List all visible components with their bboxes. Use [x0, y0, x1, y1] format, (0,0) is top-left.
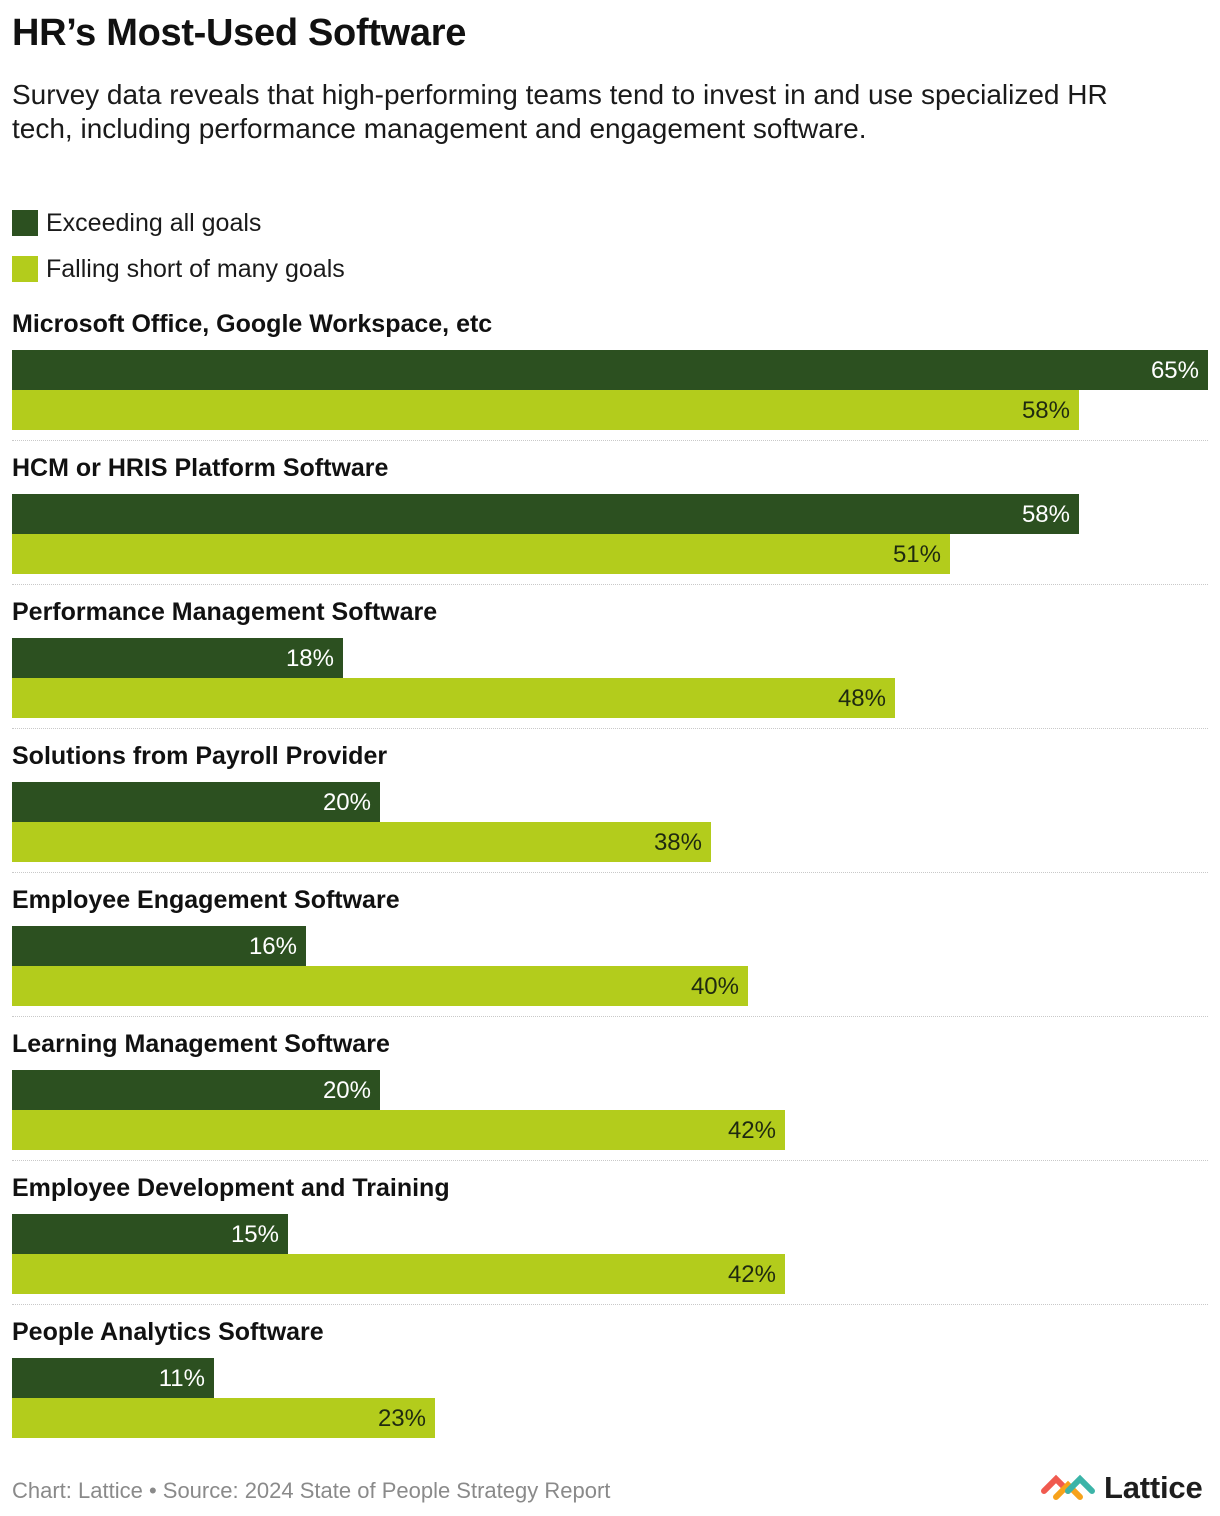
bar-exceeding: 16%: [12, 926, 306, 966]
legend-item-falling-short: Falling short of many goals: [12, 246, 345, 292]
group-divider: [12, 1016, 1208, 1017]
bar-value-label: 18%: [285, 645, 334, 672]
category-label: Microsoft Office, Google Workspace, etc: [12, 310, 493, 338]
bar-exceeding: 20%: [12, 1070, 380, 1110]
category-label: Learning Management Software: [12, 1030, 390, 1058]
category-label: Employee Development and Training: [12, 1174, 450, 1202]
category-label: Performance Management Software: [12, 598, 438, 626]
bar-value-label: 20%: [322, 789, 371, 816]
bar-falling-short: 48%: [12, 678, 895, 718]
bar-value-label: 48%: [837, 685, 886, 712]
bar-value-label: 58%: [1021, 397, 1070, 424]
category-group: People Analytics Software 11% 23%: [12, 1308, 1208, 1452]
bar-value-label: 15%: [230, 1221, 279, 1248]
legend-item-exceeding: Exceeding all goals: [12, 200, 345, 246]
bar-falling-short: 51%: [12, 534, 950, 574]
bar-value-label: 51%: [892, 541, 941, 568]
group-divider: [12, 440, 1208, 441]
category-group: HCM or HRIS Platform Software 58% 51%: [12, 444, 1208, 588]
legend-swatch-exceeding: [12, 210, 38, 236]
bar-exceeding: 65%: [12, 350, 1208, 390]
bar-exceeding: 11%: [12, 1358, 214, 1398]
category-label: HCM or HRIS Platform Software: [12, 454, 389, 482]
bar-falling-short: 42%: [12, 1254, 785, 1294]
lattice-logo-icon: [1041, 1474, 1095, 1500]
bar-value-label: 42%: [727, 1117, 776, 1144]
group-divider: [12, 728, 1208, 729]
bar-exceeding: 58%: [12, 494, 1079, 534]
bar-value-label: 58%: [1021, 501, 1070, 528]
bar-falling-short: 58%: [12, 390, 1079, 430]
chart-subtitle: Survey data reveals that high-performing…: [12, 79, 1108, 144]
bar-exceeding: 20%: [12, 782, 380, 822]
bar-value-label: 20%: [322, 1077, 371, 1104]
bar-falling-short: 40%: [12, 966, 748, 1006]
group-divider: [12, 872, 1208, 873]
category-label: Solutions from Payroll Provider: [12, 742, 388, 770]
bar-value-label: 40%: [690, 973, 739, 1000]
category-group: Solutions from Payroll Provider 20% 38%: [12, 732, 1208, 876]
category-group: Performance Management Software 18% 48%: [12, 588, 1208, 732]
bar-falling-short: 42%: [12, 1110, 785, 1150]
legend-label-exceeding: Exceeding all goals: [46, 208, 262, 237]
category-group: Learning Management Software 20% 42%: [12, 1020, 1208, 1164]
brand-logo: Lattice: [1040, 1470, 1203, 1506]
legend-swatch-falling-short: [12, 256, 38, 282]
bar-value-label: 65%: [1150, 357, 1199, 384]
category-label: People Analytics Software: [12, 1318, 324, 1346]
category-group: Microsoft Office, Google Workspace, etc 6…: [12, 300, 1208, 444]
bar-value-label: 38%: [653, 829, 702, 856]
bar-value-label: 23%: [377, 1405, 426, 1432]
chart-title: HR’s Most-Used Software: [12, 12, 467, 54]
legend: Exceeding all goals Falling short of man…: [12, 200, 345, 292]
brand-name: Lattice: [1104, 1470, 1203, 1505]
bar-falling-short: 23%: [12, 1398, 435, 1438]
category-label: Employee Engagement Software: [12, 886, 400, 914]
bar-falling-short: 38%: [12, 822, 711, 862]
group-divider: [12, 1304, 1208, 1305]
group-divider: [12, 584, 1208, 585]
bar-value-label: 11%: [158, 1365, 205, 1392]
source-footer: Chart: Lattice • Source: 2024 State of P…: [12, 1478, 611, 1503]
category-group: Employee Development and Training 15% 42%: [12, 1164, 1208, 1308]
bar-exceeding: 15%: [12, 1214, 288, 1254]
bar-chart: Microsoft Office, Google Workspace, etc 6…: [12, 300, 1208, 1452]
bar-value-label: 16%: [248, 933, 297, 960]
group-divider: [12, 1160, 1208, 1161]
category-group: Employee Engagement Software 16% 40%: [12, 876, 1208, 1020]
bar-exceeding: 18%: [12, 638, 343, 678]
bar-value-label: 42%: [727, 1261, 776, 1288]
legend-label-falling-short: Falling short of many goals: [46, 254, 345, 283]
